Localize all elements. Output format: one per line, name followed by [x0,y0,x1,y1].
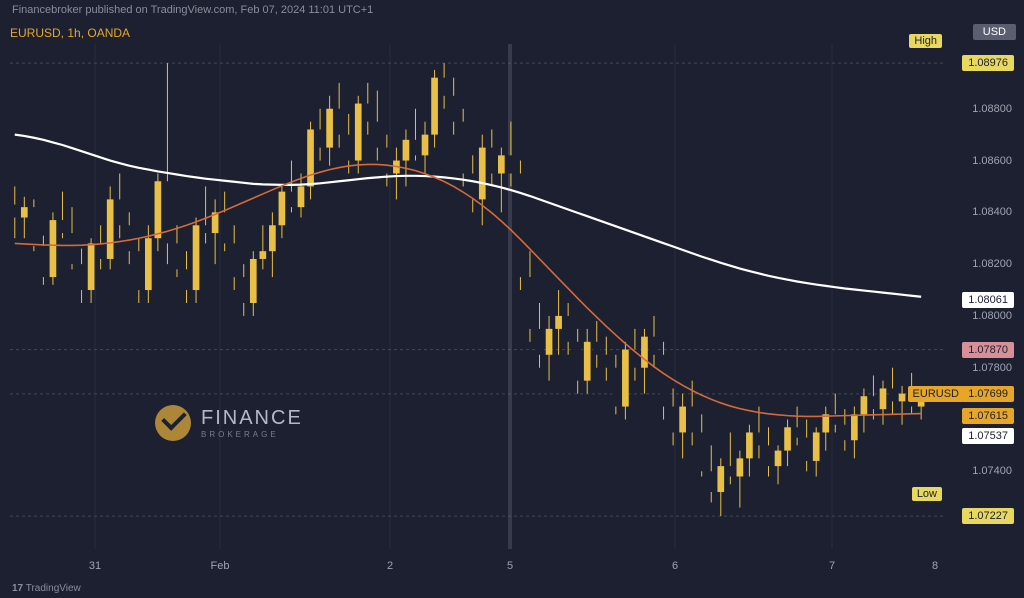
y-tick: 1.07400 [972,465,1012,477]
watermark-logo: FINANCE BROKERAGE [155,405,303,441]
logo-icon [155,405,191,441]
high-tag: High [909,34,942,48]
chart-svg [10,44,945,549]
y-tick: 1.08400 [972,206,1012,218]
x-tick: 6 [672,560,678,572]
y-tick: 1.08600 [972,155,1012,167]
y-tick: 1.08800 [972,103,1012,115]
logo-subtitle: BROKERAGE [201,430,303,439]
chart-area[interactable] [10,44,945,549]
x-tick: 7 [829,560,835,572]
x-tick: 31 [89,560,101,572]
price-label: 1.07615 [962,408,1014,424]
logo-title: FINANCE [201,407,303,430]
x-axis: 31 Feb 2 5 6 7 8 [10,560,945,580]
price-label: 1.07227 [962,508,1014,524]
x-tick: 5 [507,560,513,572]
price-label: 1.07537 [962,428,1014,444]
low-tag: Low [912,487,942,501]
price-label: 1.07699 [962,386,1014,402]
x-tick: 8 [932,560,938,572]
y-tick: 1.07800 [972,362,1012,374]
tradingview-credit: 17 TradingView [12,583,81,594]
price-label: 1.08976 [962,55,1014,71]
symbol-info: EURUSD, 1h, OANDA [10,26,130,40]
price-label: 1.07870 [962,342,1014,358]
y-tick: 1.08200 [972,258,1012,270]
symbol-current-label: EURUSD [908,386,964,402]
x-tick: 2 [387,560,393,572]
x-tick: Feb [211,560,230,572]
price-label: 1.08061 [962,292,1014,308]
publish-info: Financebroker published on TradingView.c… [12,4,373,16]
y-tick: 1.08000 [972,310,1012,322]
y-axis: 1.08800 1.08600 1.08400 1.08200 1.08000 1.078… [944,22,1020,550]
